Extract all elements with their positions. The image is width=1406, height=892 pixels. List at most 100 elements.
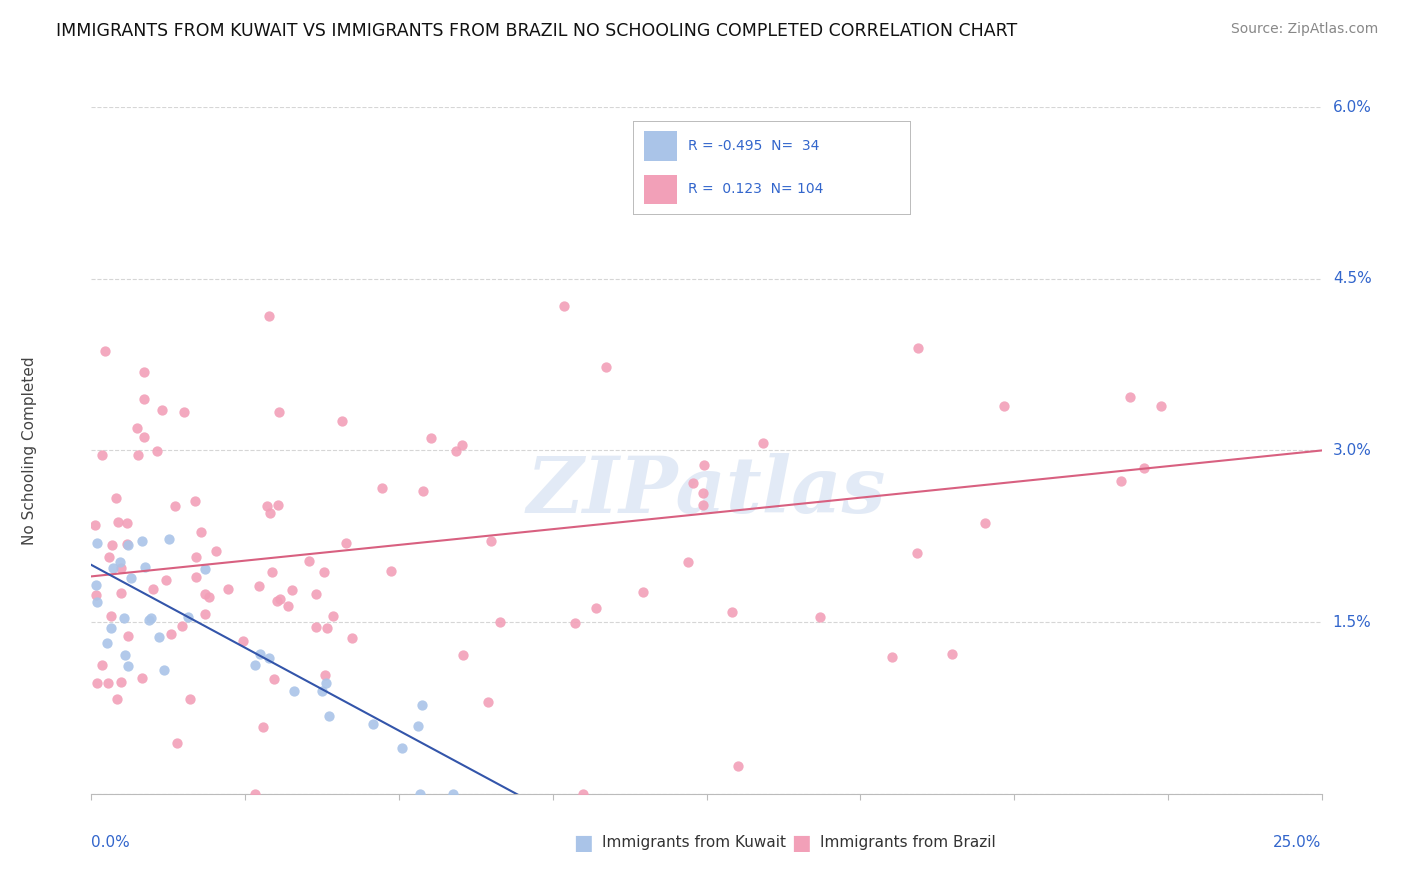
Point	[114, 648, 136, 663]
Point	[86, 536, 108, 550]
Point	[217, 582, 239, 596]
Point	[100, 621, 122, 635]
Point	[411, 698, 433, 712]
Point	[692, 498, 714, 512]
Point	[134, 430, 156, 444]
Point	[721, 605, 744, 619]
Point	[451, 648, 474, 662]
Point	[179, 692, 201, 706]
Point	[314, 565, 336, 579]
Point	[184, 550, 207, 565]
Point	[159, 532, 181, 546]
Point	[441, 787, 464, 801]
Point	[110, 586, 132, 600]
Text: 4.5%: 4.5%	[1333, 271, 1371, 286]
Point	[993, 399, 1015, 413]
Text: R =  0.123  N= 104: R = 0.123 N= 104	[688, 182, 824, 196]
Point	[263, 673, 285, 687]
Point	[905, 546, 928, 560]
Point	[553, 299, 575, 313]
Point	[117, 629, 139, 643]
Point	[120, 571, 142, 585]
Point	[104, 491, 127, 506]
Point	[283, 684, 305, 698]
Point	[477, 695, 499, 709]
Point	[361, 716, 384, 731]
Point	[1118, 390, 1140, 404]
Point	[232, 633, 254, 648]
Point	[139, 611, 162, 625]
Point	[198, 591, 221, 605]
Point	[177, 610, 200, 624]
Point	[101, 560, 124, 574]
Text: R = -0.495  N=  34: R = -0.495 N= 34	[688, 139, 820, 153]
Point	[340, 631, 363, 645]
Point	[267, 405, 290, 419]
Point	[269, 592, 291, 607]
Text: Source: ZipAtlas.com: Source: ZipAtlas.com	[1230, 22, 1378, 37]
Point	[314, 668, 336, 682]
Text: 0.0%: 0.0%	[91, 835, 131, 850]
Point	[131, 534, 153, 549]
Bar	[644, 131, 678, 161]
Text: Immigrants from Kuwait: Immigrants from Kuwait	[602, 836, 786, 850]
Point	[692, 485, 714, 500]
Point	[330, 414, 353, 428]
Point	[412, 484, 434, 499]
Point	[249, 648, 271, 662]
Point	[243, 787, 266, 801]
Point	[281, 582, 304, 597]
Text: ■: ■	[574, 833, 593, 853]
Point	[105, 691, 128, 706]
Point	[194, 607, 217, 622]
Point	[98, 550, 121, 565]
Point	[110, 674, 132, 689]
Point	[100, 609, 122, 624]
Point	[170, 618, 193, 632]
Bar	[644, 175, 678, 204]
Point	[1133, 461, 1156, 475]
Point	[257, 650, 280, 665]
Point	[97, 675, 120, 690]
Point	[115, 536, 138, 550]
Point	[194, 562, 217, 576]
Point	[752, 436, 775, 450]
Point	[150, 403, 173, 417]
Text: No Schooling Completed: No Schooling Completed	[22, 356, 38, 545]
Point	[142, 582, 165, 596]
Text: 3.0%: 3.0%	[1333, 443, 1372, 458]
Point	[682, 476, 704, 491]
Point	[131, 671, 153, 685]
Point	[297, 553, 319, 567]
Point	[315, 676, 337, 690]
Point	[408, 787, 430, 801]
Point	[1150, 399, 1173, 413]
Point	[184, 570, 207, 584]
Text: 25.0%: 25.0%	[1274, 835, 1322, 850]
Point	[318, 709, 340, 723]
Point	[166, 736, 188, 750]
Point	[391, 740, 413, 755]
Point	[247, 579, 270, 593]
Point	[322, 609, 344, 624]
Point	[127, 448, 149, 462]
Point	[84, 578, 107, 592]
Point	[305, 587, 328, 601]
Point	[259, 507, 281, 521]
Point	[245, 657, 267, 672]
Point	[315, 621, 337, 635]
Point	[678, 555, 700, 569]
Point	[86, 676, 108, 690]
Point	[134, 560, 156, 574]
Point	[91, 657, 114, 672]
Point	[84, 517, 107, 532]
Point	[163, 499, 186, 513]
Point	[444, 444, 467, 458]
Point	[148, 630, 170, 644]
Point	[155, 573, 177, 587]
Point	[277, 599, 299, 613]
Point	[117, 538, 139, 552]
Point	[266, 498, 288, 512]
Point	[84, 588, 107, 602]
Text: ■: ■	[792, 833, 811, 853]
